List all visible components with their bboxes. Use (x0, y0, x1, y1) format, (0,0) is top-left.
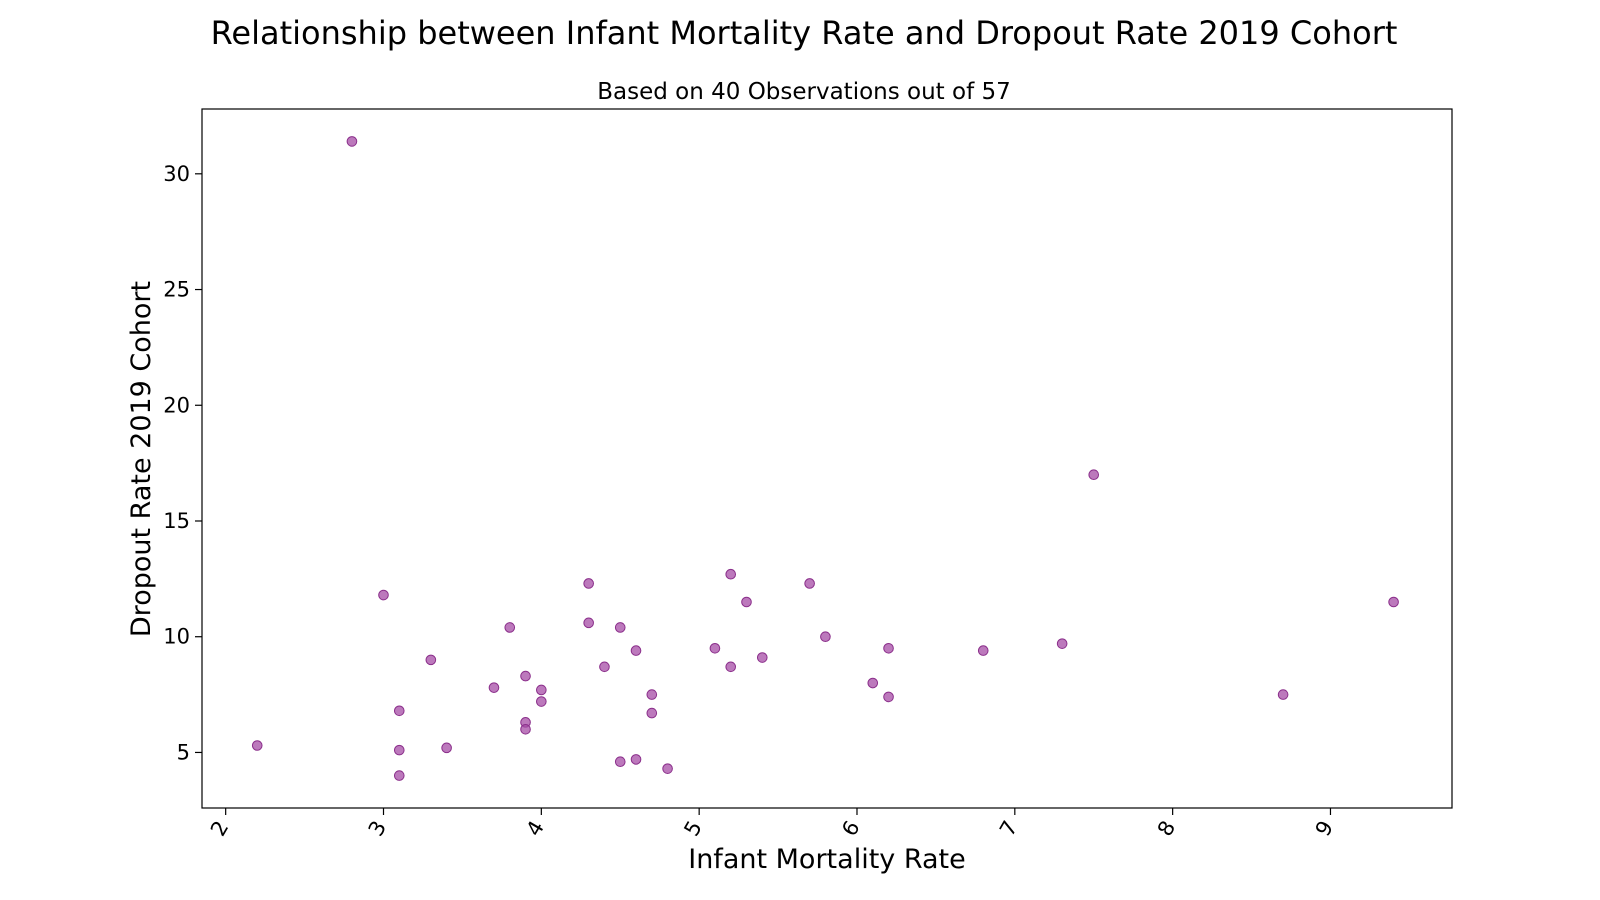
data-point (709, 642, 721, 654)
data-point (977, 645, 989, 656)
y-tick-label: 15 (163, 509, 190, 533)
data-point (883, 642, 894, 654)
x-tick-label: 2 (206, 817, 233, 841)
data-point (378, 589, 389, 601)
data-point (867, 677, 879, 689)
x-tick-label: 5 (679, 817, 706, 841)
data-point (393, 770, 405, 781)
data-point (583, 617, 594, 629)
data-point (251, 740, 263, 751)
x-tick-label: 3 (364, 817, 391, 841)
data-point (520, 724, 531, 735)
data-point (662, 763, 673, 774)
data-point (520, 670, 531, 682)
data-point (725, 568, 737, 580)
x-tick-label: 8 (1153, 817, 1180, 841)
points-layer (251, 136, 1399, 781)
data-point (583, 578, 594, 589)
data-point (425, 654, 437, 666)
data-point (741, 596, 752, 608)
y-tick-label: 10 (163, 625, 190, 649)
chart-subtitle: Based on 40 Observations out of 57 (597, 79, 1011, 105)
data-point (756, 652, 768, 663)
data-point (614, 622, 626, 633)
data-point (393, 744, 405, 756)
data-point (820, 631, 831, 643)
data-point (1277, 689, 1289, 700)
y-tick-label: 30 (163, 162, 190, 186)
x-tick-label: 6 (837, 817, 864, 841)
data-point (725, 661, 737, 673)
data-point (646, 689, 658, 700)
data-point (488, 682, 500, 693)
data-point (441, 742, 452, 754)
data-point (804, 578, 815, 589)
x-tick-label: 4 (522, 817, 549, 841)
data-point (599, 661, 610, 673)
data-point (536, 696, 547, 707)
y-axis-label: Dropout Rate 2019 Cohort (126, 281, 157, 637)
data-point (883, 691, 894, 703)
y-tick-label: 20 (163, 393, 190, 417)
chart-title: Relationship between Infant Mortality Ra… (211, 14, 1398, 52)
x-tick-label: 7 (995, 817, 1022, 841)
ticks-layer: 2 3 4 5 6 7 8 9 5 10 15 20 25 30 (163, 162, 1338, 840)
data-point (1388, 596, 1399, 608)
x-axis-label: Infant Mortality Rate (688, 844, 966, 875)
data-point (536, 684, 547, 696)
y-tick-label: 25 (163, 278, 190, 302)
data-point (504, 622, 516, 633)
data-point (630, 645, 642, 656)
data-point (1056, 638, 1068, 649)
data-point (1088, 469, 1100, 481)
data-point (346, 136, 358, 147)
plot-area (201, 108, 1453, 809)
data-point (646, 707, 658, 719)
x-tick-label: 9 (1311, 817, 1338, 841)
data-point (393, 705, 405, 717)
y-tick-label: 5 (177, 740, 190, 764)
data-point (614, 756, 626, 768)
data-point (630, 754, 642, 765)
